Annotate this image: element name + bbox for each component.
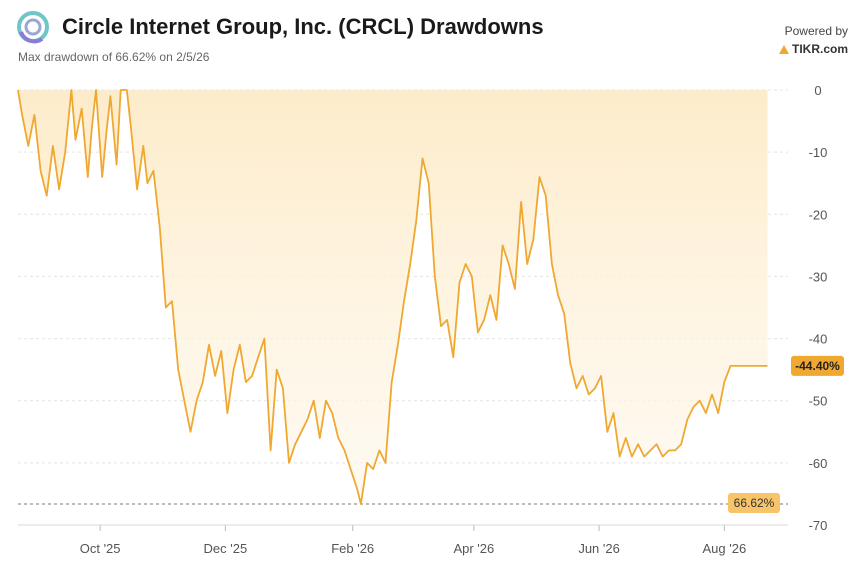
powered-by-label: Powered by	[784, 24, 848, 38]
y-tick-label: -70	[809, 518, 828, 533]
y-tick-label: -30	[809, 269, 828, 284]
x-tick-label: Feb '26	[331, 541, 374, 556]
max-drawdown-badge	[728, 492, 780, 513]
drawdown-chart: 0 -10 -20 -30 -40 -50 -60 -70 Oct '25 Dec '25 Feb…	[17, 83, 844, 556]
x-tick-label: Aug '26	[703, 541, 747, 556]
circle-logo-icon	[17, 11, 49, 44]
y-tick-label: -10	[809, 145, 828, 160]
tikr-brand[interactable]: TIKR.com	[778, 42, 848, 56]
current-drawdown-badge	[791, 355, 844, 376]
x-tick-label: Jun '26	[578, 541, 620, 556]
y-tick-label: -20	[809, 207, 828, 222]
chart-title: Circle Internet Group, Inc. (CRCL) Drawd…	[62, 14, 544, 39]
tikr-triangle-icon	[778, 44, 789, 54]
x-tick-label: Oct '25	[80, 541, 121, 556]
chart-header: Circle Internet Group, Inc. (CRCL) Drawd…	[0, 0, 864, 80]
drawdown-area	[18, 90, 768, 504]
chart-subtitle: Max drawdown of 66.62% on 2/5/26	[18, 50, 210, 64]
y-tick-label: -60	[809, 456, 828, 471]
x-axis: Oct '25 Dec '25 Feb '26 Apr '26 Jun '26 Aug '…	[18, 524, 788, 556]
tikr-brand-label: TIKR.com	[791, 42, 848, 56]
current-drawdown-label: -44.40%	[795, 359, 840, 373]
max-drawdown-label: 66.62%	[734, 496, 775, 510]
y-tick-label: -50	[809, 394, 828, 409]
x-tick-label: Dec '25	[204, 541, 248, 556]
y-tick-label: -40	[809, 332, 828, 347]
drawdown-line	[17, 89, 768, 505]
value-badges: -44.40% 66.62%	[728, 355, 844, 513]
area-layer	[17, 89, 788, 505]
powered-by[interactable]: Powered by TIKR.com	[778, 24, 848, 59]
x-tick-label: Apr '26	[453, 541, 494, 556]
y-axis: 0 -10 -20 -30 -40 -50 -60 -70	[809, 83, 828, 533]
y-tick-label: 0	[814, 83, 821, 98]
